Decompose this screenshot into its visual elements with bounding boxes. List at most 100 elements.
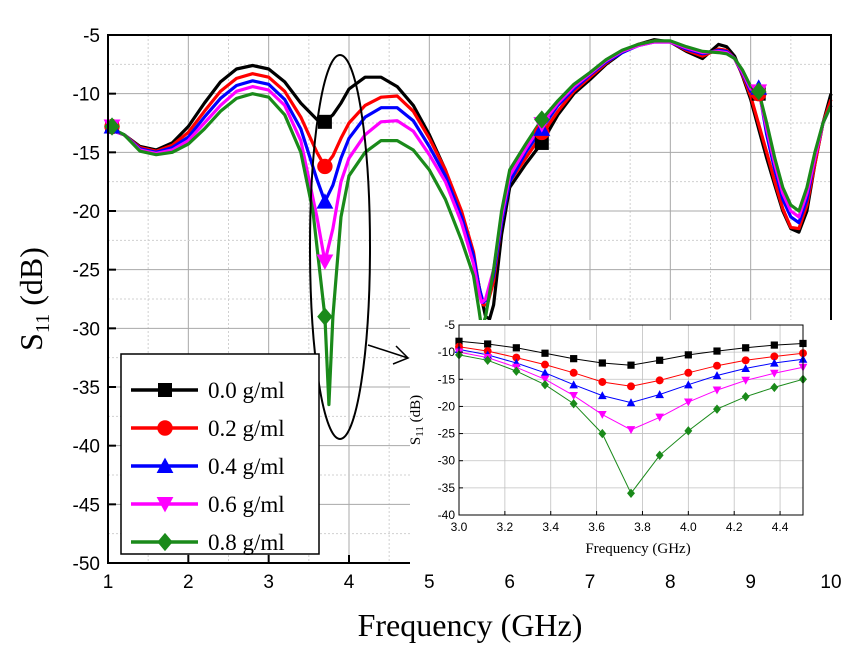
- resonance-highlight-ellipse: [309, 54, 371, 440]
- inset-y-label-main: S: [408, 437, 424, 445]
- inset-y-tick-label: -35: [438, 481, 456, 495]
- main-x-tick-label: 6: [504, 572, 515, 593]
- main-y-label-unit: (dB): [13, 247, 49, 314]
- main-series-marker-0: [317, 114, 332, 129]
- legend-marker-2: [156, 457, 174, 473]
- inset-y-label-sub: 11: [414, 426, 426, 437]
- legend-box: [120, 353, 320, 555]
- inset-series-marker-4: [655, 450, 664, 460]
- inset-y-axis-label: S11 (dB): [408, 395, 426, 445]
- inset-series-marker-2: [598, 391, 607, 400]
- inset-series-marker-2: [540, 368, 550, 377]
- legend-marker-4: [157, 532, 173, 552]
- inset-series-marker-2: [712, 371, 722, 380]
- inset-x-tick-label: 4.4: [772, 520, 789, 534]
- inset-x-tick-label: 3.4: [542, 520, 559, 534]
- legend-marker-3: [156, 497, 174, 513]
- legend-label-0: 0.0 g/ml: [208, 378, 285, 403]
- annotation-arrow: [367, 344, 410, 365]
- inset-series-marker-4: [684, 426, 693, 436]
- inset-series-marker-0: [713, 347, 721, 355]
- inset-series-marker-0: [627, 361, 635, 369]
- legend-label-1: 0.2 g/ml: [208, 416, 285, 441]
- inset-series-marker-4: [512, 366, 521, 376]
- inset-series-marker-1: [627, 382, 635, 391]
- inset-series-marker-3: [741, 376, 750, 385]
- legend-label-3: 0.6 g/ml: [208, 492, 285, 517]
- inset-x-tick-label: 3.0: [451, 520, 468, 534]
- inset-series-marker-1: [684, 368, 693, 377]
- inset-series-marker-1: [741, 356, 750, 365]
- inset-plot-frame: [458, 324, 804, 516]
- inset-series-marker-0: [770, 341, 778, 349]
- main-x-tick-label: 2: [183, 572, 194, 593]
- main-y-tick-label: -40: [73, 437, 100, 458]
- inset-series-marker-4: [541, 380, 549, 390]
- inset-y-tick-label: -20: [438, 399, 456, 413]
- inset-series-marker-3: [712, 386, 722, 395]
- inset-series-marker-3: [684, 398, 693, 407]
- inset-y-tick-label: -30: [438, 454, 456, 468]
- inset-series-marker-0: [570, 355, 578, 363]
- inset-y-tick-label: -40: [438, 508, 456, 522]
- legend: 0.0 g/ml 0.2 g/ml 0.4 g/ml 0.6 g/ml 0.8 g/ml: [120, 353, 320, 555]
- main-series-marker-3: [316, 254, 334, 270]
- inset-series-marker-0: [684, 351, 692, 359]
- inset-series-marker-3: [598, 410, 607, 419]
- main-series-marker-4: [104, 117, 120, 136]
- inset-x-tick-label: 3.8: [634, 520, 651, 534]
- main-series-marker-0: [534, 135, 549, 150]
- inset-series-marker-2: [684, 380, 693, 389]
- inset-series-marker-2: [569, 380, 578, 389]
- main-series-marker-4: [317, 307, 333, 326]
- main-series-marker-2: [316, 193, 334, 209]
- inset-series-marker-1: [655, 376, 664, 385]
- main-y-tick-label: -25: [73, 261, 100, 282]
- main-x-tick-label: 8: [665, 572, 676, 593]
- inset-series-marker-1: [713, 361, 721, 370]
- inset-x-tick-label: 3.2: [497, 520, 514, 534]
- inset-series-marker-3: [770, 369, 779, 378]
- main-y-tick-label: -15: [73, 143, 100, 164]
- inset-series-marker-1: [770, 352, 779, 361]
- inset-x-tick-label: 4.0: [680, 520, 697, 534]
- inset-series-marker-3: [569, 391, 578, 400]
- main-y-axis-label: S11 (dB): [13, 247, 54, 351]
- main-x-tick-label: 10: [820, 572, 841, 593]
- legend-marker-0: [158, 383, 172, 397]
- inset-series-marker-1: [541, 360, 549, 369]
- legend-label-2: 0.4 g/ml: [208, 454, 285, 479]
- inset-chart: 3.0 3.2 3.4 3.6 3.8 4.0 4.2 4.4 -40 -35 -30 -25 -20 -…: [408, 318, 840, 565]
- inset-y-tick-label: -5: [444, 318, 455, 332]
- main-x-tick-label: 5: [424, 572, 435, 593]
- inset-series-marker-1: [598, 378, 607, 386]
- main-y-tick-label: -45: [73, 495, 100, 516]
- inset-series-marker-0: [541, 349, 549, 357]
- inset-series-marker-3: [540, 375, 550, 384]
- inset-series-marker-3: [655, 413, 664, 422]
- inset-y-tick-label: -10: [438, 345, 456, 359]
- main-y-tick-label: -5: [83, 26, 100, 47]
- main-x-tick-label: 1: [103, 572, 114, 593]
- inset-series-marker-0: [484, 340, 492, 348]
- main-x-tick-label: 7: [585, 572, 596, 593]
- main-y-tick-label: -20: [73, 202, 100, 223]
- main-series-marker-4: [751, 82, 767, 101]
- inset-series-marker-2: [741, 364, 750, 373]
- inset-x-tick-label: 3.6: [588, 520, 605, 534]
- main-x-tick-label: 4: [344, 572, 355, 593]
- inset-series-marker-4: [483, 355, 492, 365]
- inset-x-tick-label: 4.2: [726, 520, 743, 534]
- main-y-tick-label: -10: [73, 85, 100, 106]
- main-y-label-main: S: [13, 333, 49, 351]
- inset-axis-ticks: 3.0 3.2 3.4 3.6 3.8 4.0 4.2 4.4 -40 -35 -30 -25 -20 -…: [438, 318, 789, 534]
- main-x-tick-label: 9: [745, 572, 756, 593]
- inset-series-marker-2: [655, 390, 664, 399]
- inset-series-marker-0: [512, 344, 520, 352]
- inset-series-marker-2: [626, 398, 636, 407]
- inset-series-marker-4: [569, 399, 578, 409]
- inset-series-marker-0: [742, 344, 750, 352]
- main-series-group: [103, 38, 833, 407]
- main-x-axis-label: Frequency (GHz): [358, 607, 583, 643]
- main-y-tick-label: -50: [73, 554, 100, 575]
